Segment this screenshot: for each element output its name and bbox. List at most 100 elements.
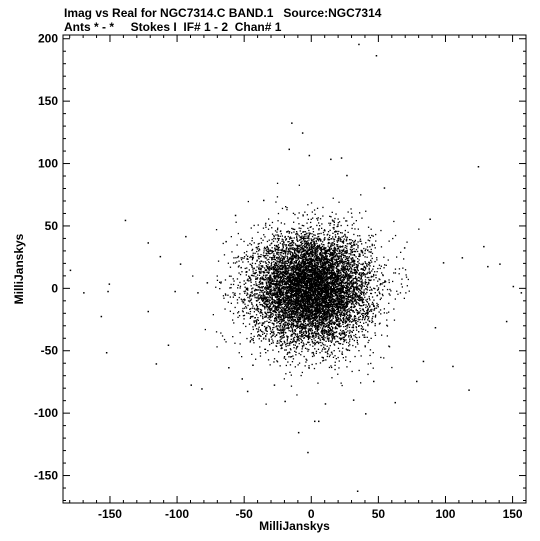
data-point [368, 295, 370, 298]
data-point [290, 245, 292, 247]
data-point [344, 282, 346, 284]
data-point [342, 270, 344, 272]
data-point [342, 274, 344, 276]
data-point [326, 311, 328, 313]
data-point [357, 299, 360, 301]
data-point [329, 295, 331, 298]
data-point [345, 359, 347, 361]
data-point [266, 299, 268, 302]
data-point [336, 245, 338, 247]
data-point [323, 316, 326, 319]
data-point [314, 331, 316, 333]
data-point [297, 293, 300, 295]
data-point [269, 276, 271, 279]
data-point [262, 278, 265, 280]
data-point [288, 330, 290, 332]
data-point [328, 296, 330, 298]
data-point [283, 293, 285, 296]
data-point [369, 271, 371, 273]
data-point [316, 276, 318, 279]
data-point [320, 287, 322, 289]
data-point [325, 319, 327, 322]
data-point [307, 286, 309, 289]
data-point [245, 325, 247, 328]
data-point [265, 330, 267, 332]
data-point [354, 295, 356, 297]
data-point [376, 259, 378, 261]
data-point [298, 325, 300, 327]
data-point [380, 265, 382, 267]
data-point [273, 268, 276, 271]
data-point [352, 282, 355, 285]
data-point [307, 328, 309, 330]
data-point [249, 340, 252, 342]
data-point [239, 332, 241, 334]
data-point [367, 239, 369, 241]
data-point [308, 244, 311, 246]
data-point [338, 290, 340, 292]
data-point [316, 309, 319, 311]
data-point [348, 342, 350, 344]
data-point [349, 293, 351, 295]
data-point [300, 302, 302, 304]
data-point [286, 322, 288, 324]
data-point [347, 330, 349, 332]
data-point [318, 333, 320, 335]
data-point [348, 315, 350, 317]
data-point [262, 331, 264, 333]
data-point [260, 294, 263, 297]
data-point [295, 302, 297, 304]
data-point [270, 303, 272, 306]
data-point [342, 269, 344, 271]
data-point [328, 268, 330, 270]
data-point [259, 286, 261, 289]
data-point [282, 310, 284, 313]
data-point [281, 272, 283, 274]
data-point [354, 244, 356, 246]
data-point [219, 288, 221, 290]
data-point [282, 256, 284, 258]
data-point [329, 269, 331, 271]
data-point [378, 323, 381, 325]
data-point [359, 255, 361, 257]
data-point [309, 317, 311, 319]
data-point [331, 285, 334, 287]
data-point [341, 297, 343, 299]
data-point [343, 261, 346, 263]
data-point [340, 315, 342, 318]
data-point [363, 291, 365, 293]
data-point [250, 333, 252, 335]
data-point [279, 317, 282, 319]
data-point [260, 268, 262, 270]
data-point [291, 296, 293, 298]
data-point [340, 252, 342, 254]
data-point [342, 240, 345, 242]
data-point [277, 284, 279, 286]
data-point [320, 232, 322, 235]
data-point [318, 248, 321, 250]
data-point [232, 262, 235, 264]
data-point [243, 256, 246, 258]
data-point [315, 352, 317, 354]
data-point [363, 322, 365, 324]
data-point [274, 296, 276, 298]
data-point [355, 256, 357, 258]
data-point [320, 314, 323, 317]
data-point [336, 253, 338, 255]
data-point [244, 290, 247, 292]
data-point [351, 245, 353, 247]
data-point [341, 268, 343, 271]
data-point [229, 266, 232, 268]
data-point [384, 281, 386, 283]
data-point [289, 247, 291, 249]
data-point [316, 329, 318, 332]
data-point [358, 253, 360, 255]
data-point [282, 303, 284, 305]
data-point [326, 318, 328, 320]
data-point [370, 248, 372, 251]
data-point [332, 276, 334, 279]
data-point [311, 355, 314, 358]
data-point [305, 253, 307, 255]
data-point [268, 294, 270, 296]
data-point [331, 325, 333, 328]
